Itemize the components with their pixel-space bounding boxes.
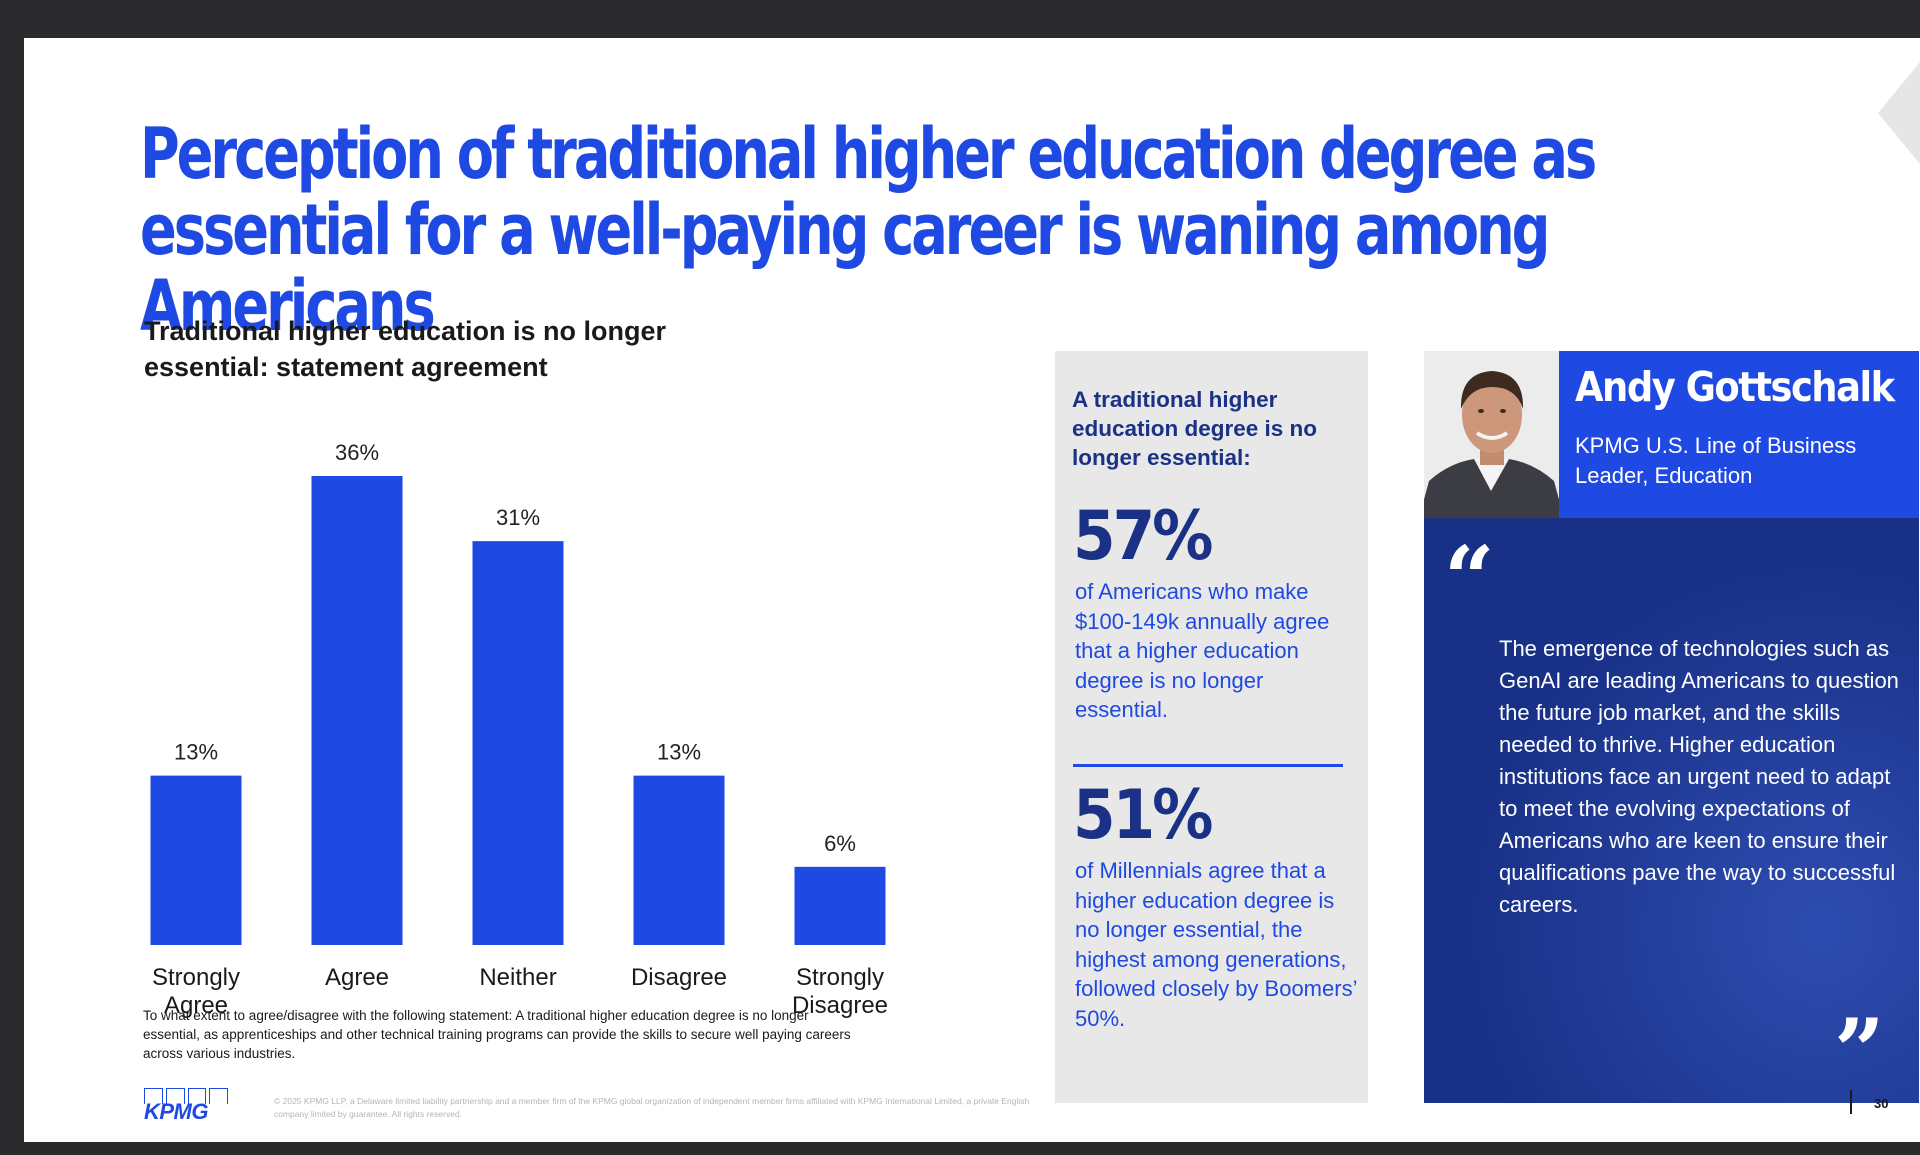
chart-title: Traditional higher education is no longe… — [144, 316, 667, 382]
page-number: 30 — [1874, 1096, 1889, 1111]
legal-notice: © 2025 KPMG LLP, a Delaware limited liab… — [274, 1096, 1030, 1119]
bar-agree — [311, 476, 403, 945]
quote-text: The emergence of technologies such as Ge… — [1499, 636, 1899, 917]
category-label-neither: Neither — [479, 964, 556, 991]
category-label-agree: Agree — [325, 964, 389, 991]
name-box: Andy Gottschalk KPMG U.S. Line of Busine… — [1559, 351, 1919, 518]
page-title: Perception of traditional higher educati… — [140, 113, 1597, 347]
stat-description-1: of Americans who make $100-149k annually… — [1075, 579, 1330, 722]
leader-quote-card: Andy Gottschalk KPMG U.S. Line of Busine… — [1424, 351, 1919, 1103]
stats-panel: A traditional higher education degree is… — [1055, 351, 1368, 1103]
stats-divider — [1073, 764, 1343, 767]
person-role: KPMG U.S. Line of Business Leader, Educa… — [1575, 433, 1857, 488]
next-slide-arrow-icon[interactable] — [1870, 62, 1920, 164]
category-label-disagree: Disagree — [631, 964, 727, 991]
category-label-strongly-agree-line-2: Agree — [164, 992, 228, 1019]
slide: Perception of traditional higher educati… — [24, 38, 1920, 1142]
stat-value-2: 51% — [1073, 776, 1213, 855]
category-label-strongly-disagree-line-1: Strongly — [796, 964, 884, 991]
stat-description-2: of Millennials agree that a higher educa… — [1075, 858, 1357, 1031]
category-label-strongly-agree-line-1: Strongly — [152, 964, 240, 991]
data-label-strongly-agree: 13% — [174, 740, 218, 765]
bar-strongly-agree — [150, 775, 242, 945]
kpmg-logo: KPMG — [144, 1088, 228, 1126]
data-label-strongly-disagree: 6% — [824, 831, 856, 856]
open-quote-icon: “ — [1444, 526, 1495, 630]
bar-disagree — [633, 775, 725, 945]
stats-heading: A traditional higher education degree is… — [1072, 387, 1318, 470]
page-number-divider — [1850, 1090, 1852, 1114]
bar-neither — [472, 541, 564, 945]
data-label-agree: 36% — [335, 440, 379, 465]
category-label-strongly-disagree-line-2: Disagree — [792, 992, 888, 1019]
stat-value-1: 57% — [1073, 497, 1213, 576]
close-quote-icon: ” — [1834, 999, 1885, 1103]
bar-chart: 13%StronglyAgree36%Agree31%Neither13%Dis… — [150, 440, 888, 1019]
portrait-photo — [1424, 351, 1559, 518]
chart-footnote: To what extent to agree/disagree with th… — [143, 1008, 851, 1061]
bar-strongly-disagree — [794, 866, 886, 945]
data-label-disagree: 13% — [657, 740, 701, 765]
person-name: Andy Gottschalk — [1575, 363, 1895, 411]
data-label-neither: 31% — [496, 505, 540, 530]
